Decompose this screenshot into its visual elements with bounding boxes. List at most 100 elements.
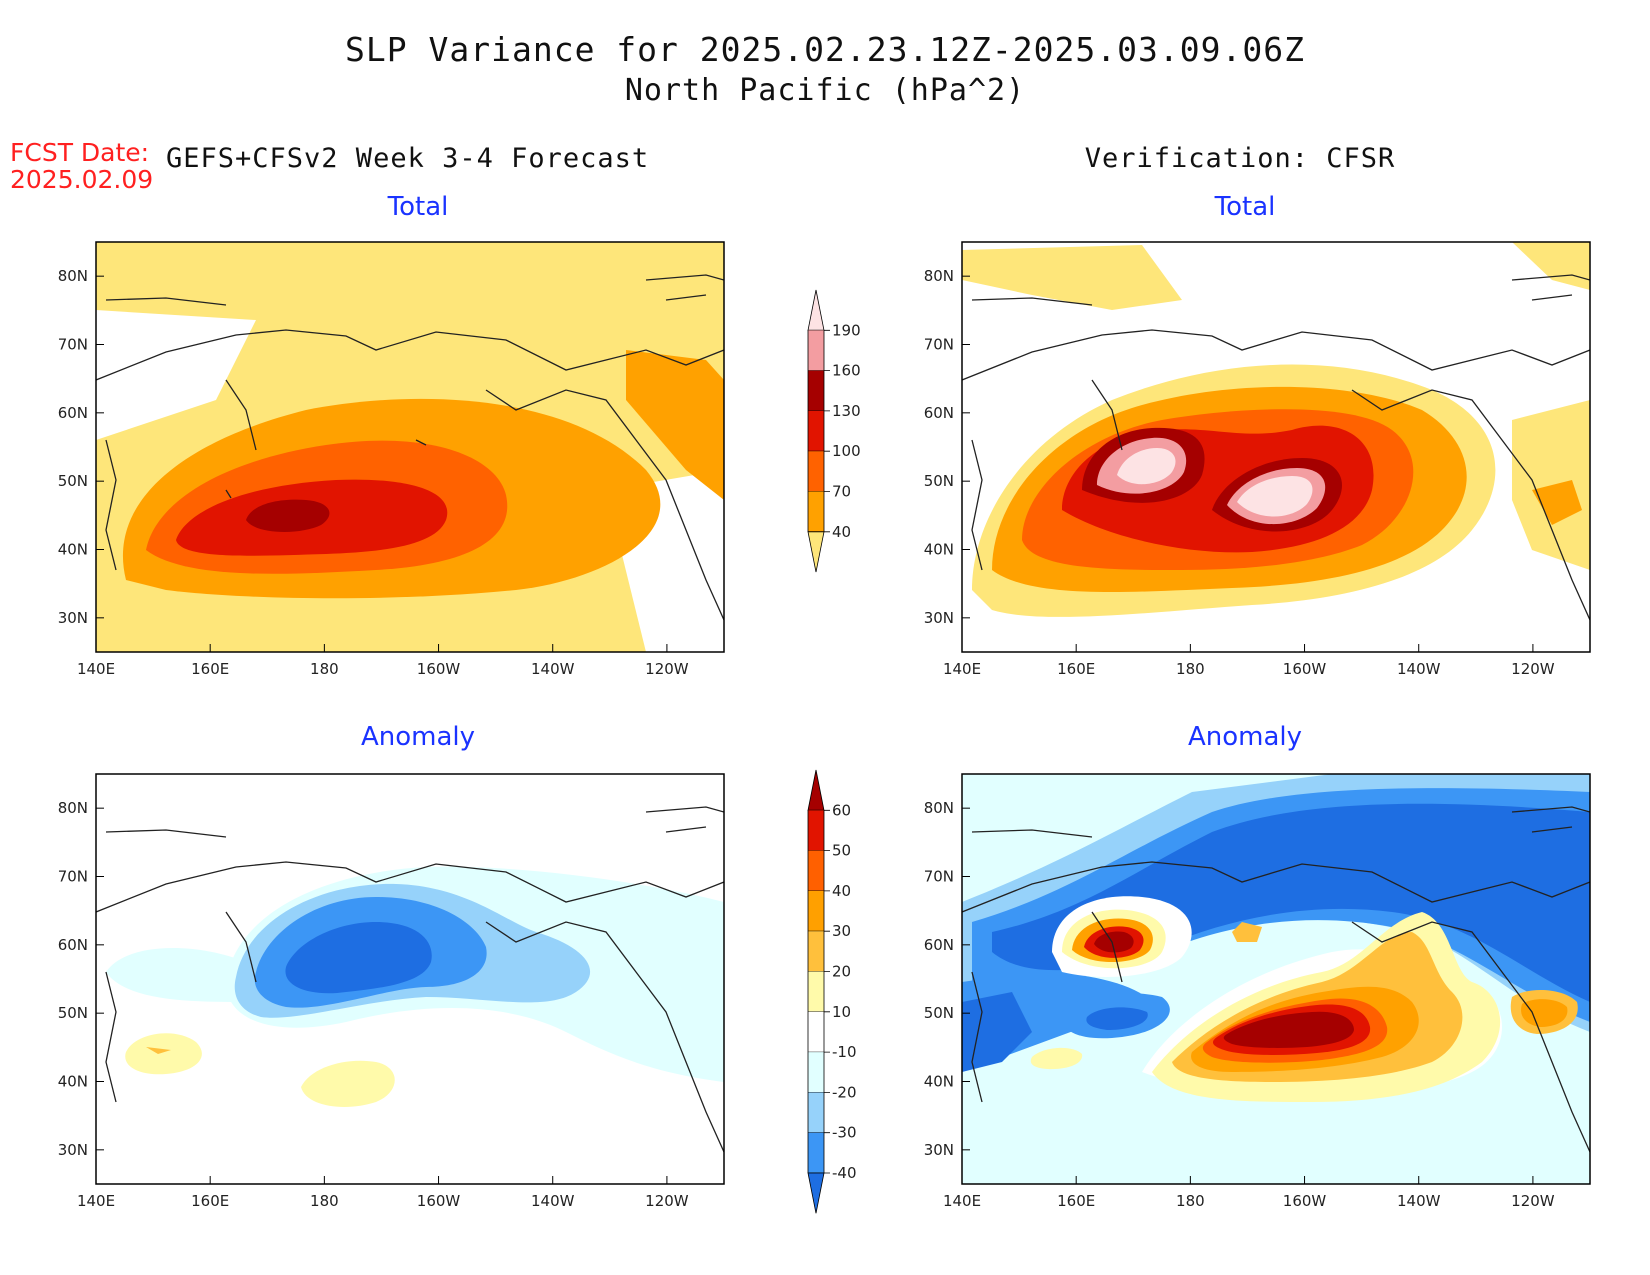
coastline-outline [96,861,724,1153]
colorbar-label: 40 [832,882,851,900]
lat-label: 60N [58,936,88,954]
colorbar-swatch [807,1172,825,1214]
colorbar-label: -30 [832,1124,857,1142]
lat-label: 60N [924,404,954,422]
lon-label: 180 [1176,660,1205,678]
lon-label: 120W [1511,660,1555,678]
lat-label: 70N [58,336,88,354]
lon-label: 140E [77,1192,115,1210]
lon-label: 160E [191,660,229,678]
colorbar-label: 100 [832,442,861,460]
panel-title-forecast-total: Total [387,192,449,222]
lat-label: 50N [924,472,954,490]
main-title: SLP Variance for 2025.02.23.12Z-2025.03.… [345,30,1305,69]
fcst-date-value: 2025.02.09 [10,165,154,194]
colorbar-label: -40 [832,1164,857,1182]
colorbar-swatch [808,850,824,891]
colorbar-label: 50 [832,842,851,860]
colorbar-label: 10 [832,1003,851,1021]
lon-label: 160W [417,1192,461,1210]
lat-label: 30N [58,609,88,627]
lat-label: 50N [58,472,88,490]
colorbar-label: -10 [832,1043,857,1061]
lat-label: 70N [924,336,954,354]
colorbar-swatch [808,971,824,1012]
right-column-title: Verification: CFSR [1084,143,1396,174]
lon-label: 180 [310,660,339,678]
colorbar-swatch [808,491,824,532]
lat-label: 40N [924,1073,954,1091]
lon-label: 160W [1283,1192,1327,1210]
colorbar-swatch [808,931,824,972]
fcst-date-label: FCST Date: [10,138,150,167]
lon-label: 140W [1397,1192,1441,1210]
lat-label: 80N [924,267,954,285]
colorbar-swatch [808,330,824,371]
left-column-title: GEFS+CFSv2 Week 3-4 Forecast [166,143,650,174]
panel-title-verification-anomaly: Anomaly [1187,722,1303,752]
colorbar-swatch [808,1011,824,1053]
colorbar-anomaly: 60 50 40 30 20 10 -10 -20 -30 -40 [807,769,857,1214]
lon-label: 120W [645,660,689,678]
map-verification-anomaly: 140E 160E 180 160W 140W 120W 30N 40N 50N 60N 70N 80… [924,773,1591,1210]
lon-label: 160E [191,1192,229,1210]
colorbar-swatch [808,1132,824,1173]
colorbar-swatch [808,410,824,452]
lon-label: 140E [943,660,981,678]
colorbar-label: 20 [832,963,851,981]
map-forecast-anomaly: 140E 160E 180 160W 140W 120W 30N 40N 50N 60N 70N 80… [58,773,725,1210]
lat-label: 80N [58,267,88,285]
lat-label: 30N [58,1141,88,1159]
colorbar-swatch [808,890,824,932]
colorbar-label: 60 [832,801,851,819]
lat-label: 50N [58,1004,88,1022]
colorbar-swatch [808,451,824,492]
lat-label: 80N [924,799,954,817]
lon-label: 140W [1397,660,1441,678]
lon-label: 180 [310,1192,339,1210]
panel-title-verification-total: Total [1214,192,1276,222]
lon-label: 140W [531,660,575,678]
lon-label: 120W [645,1192,689,1210]
lon-label: 180 [1176,1192,1205,1210]
map-verification-total: 140E 160E 180 160W 140W 120W 30N 40N 50N 60N 70N 80… [924,241,1591,678]
lat-label: 50N [924,1004,954,1022]
panel-title-forecast-anomaly: Anomaly [360,722,476,752]
map-forecast-total: 140E 160E 180 160W 140W 120W 30N 40N 50N 60N 70N 80… [58,241,725,678]
lon-label: 140W [531,1192,575,1210]
colorbar-label: -20 [832,1083,857,1101]
lat-label: 80N [58,799,88,817]
lat-label: 40N [58,1073,88,1091]
colorbar-swatch [808,1092,824,1133]
lat-label: 70N [924,868,954,886]
colorbar-label: 30 [832,922,851,940]
lat-label: 40N [924,541,954,559]
lat-label: 60N [58,404,88,422]
lon-label: 160W [417,660,461,678]
lat-label: 40N [58,541,88,559]
colorbar-swatch [807,289,825,331]
colorbar-swatch [807,531,825,573]
lon-label: 140E [943,1192,981,1210]
lon-label: 120W [1511,1192,1555,1210]
colorbar-label: 70 [832,483,851,501]
lon-label: 160E [1057,660,1095,678]
lon-label: 140E [77,660,115,678]
colorbar-swatch [807,769,825,811]
colorbar-label: 190 [832,321,861,339]
colorbar-label: 40 [832,523,851,541]
lon-label: 160W [1283,660,1327,678]
lat-label: 60N [924,936,954,954]
coastline-outline [962,329,1590,621]
lat-label: 30N [924,609,954,627]
coastline-outline [96,329,724,621]
main-subtitle: North Pacific (hPa^2) [624,73,1026,108]
colorbar-swatch [808,1052,824,1093]
colorbar-label: 160 [832,362,861,380]
colorbar-swatch [808,370,824,411]
colorbar-label: 130 [832,402,861,420]
colorbar-swatch [808,810,824,851]
coastline-outline [962,861,1590,1153]
lon-label: 160E [1057,1192,1095,1210]
colorbar-total: 190 160 130 100 70 40 [807,289,861,573]
